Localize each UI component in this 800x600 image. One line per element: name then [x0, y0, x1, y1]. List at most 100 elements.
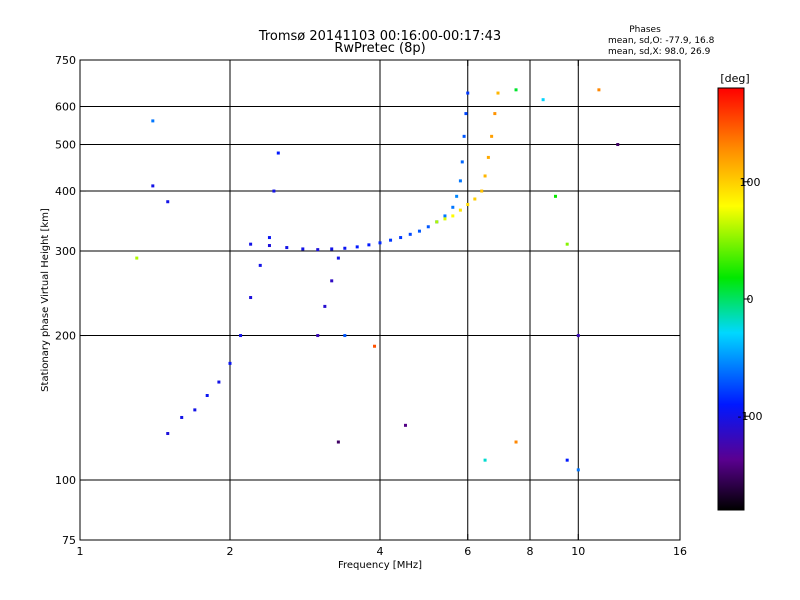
x-tick-label: 16 [673, 545, 687, 558]
data-point [217, 380, 221, 384]
data-point [462, 134, 466, 138]
data-point [464, 112, 468, 116]
data-point [373, 344, 377, 348]
data-point [514, 88, 518, 92]
data-point [597, 88, 601, 92]
data-point [451, 214, 455, 218]
colorbar-tick-label: 100 [740, 176, 761, 189]
colorbar-tick-label: -100 [738, 410, 763, 423]
data-point [166, 200, 170, 204]
data-point [576, 468, 580, 472]
data-point [166, 432, 170, 436]
stats-line-o: mean, sd,O: -77.9, 16.8 [608, 36, 715, 46]
data-point [576, 334, 580, 338]
data-point [553, 194, 557, 198]
y-tick-label: 300 [55, 245, 76, 258]
x-tick-label: 4 [377, 545, 384, 558]
data-point [336, 256, 340, 260]
data-point [258, 263, 262, 267]
colorbar-ticks: 100 0 -100 [738, 176, 763, 423]
data-point [408, 232, 412, 236]
data-point [399, 236, 403, 240]
data-point [455, 194, 459, 198]
data-point [135, 256, 139, 260]
colorbar [717, 87, 745, 511]
data-point [451, 205, 455, 209]
data-point [426, 225, 430, 229]
data-point [355, 245, 359, 249]
y-axis-label: Stationary phase Virtual Height [km] [40, 208, 51, 392]
data-point [490, 134, 494, 138]
data-point [389, 238, 393, 242]
chart-title: Tromsø 20141103 00:16:00-00:17:43 [258, 29, 501, 44]
data-point [483, 174, 487, 178]
data-point [417, 229, 421, 233]
grid [80, 60, 680, 540]
y-tick-label: 750 [55, 54, 76, 67]
y-tick-label: 600 [55, 101, 76, 114]
data-point [316, 334, 320, 338]
data-point [239, 334, 243, 338]
x-tick-label: 1 [77, 545, 84, 558]
y-tick-label: 500 [55, 139, 76, 152]
data-point [378, 241, 382, 245]
data-point [272, 189, 276, 193]
data-point [496, 91, 500, 95]
data-point [466, 202, 470, 206]
y-tick-label: 200 [55, 330, 76, 343]
data-point [151, 119, 155, 123]
data-point [565, 242, 569, 246]
data-point [205, 394, 209, 398]
x-tick-label: 8 [527, 545, 534, 558]
data-point [473, 197, 477, 201]
data-point [316, 248, 320, 252]
data-point [301, 247, 305, 251]
y-tick-label: 400 [55, 185, 76, 198]
data-point [403, 423, 407, 427]
data-point [343, 334, 347, 338]
data-point [616, 143, 620, 147]
data-point [249, 242, 253, 246]
data-point [193, 408, 197, 412]
colorbar-label: [deg] [720, 72, 749, 85]
data-point [493, 112, 497, 116]
data-point [330, 247, 334, 251]
data-point [367, 243, 371, 247]
data-point [460, 160, 464, 164]
data-point [458, 208, 462, 212]
scatter-points [135, 88, 620, 472]
y-tick-label: 75 [62, 534, 76, 547]
data-point [565, 458, 569, 462]
data-point [458, 179, 462, 183]
data-point [435, 220, 439, 224]
stats-heading: Phases [629, 25, 661, 35]
data-point [330, 279, 334, 283]
chart-subtitle: RwPretec (8p) [334, 41, 425, 56]
data-point [323, 304, 327, 308]
data-point [249, 296, 253, 300]
x-tick-label: 6 [464, 545, 471, 558]
data-point [483, 458, 487, 462]
x-tick-label: 2 [227, 545, 234, 558]
data-point [336, 440, 340, 444]
data-point [285, 246, 289, 250]
data-point [486, 155, 490, 159]
data-point [480, 189, 484, 193]
colorbar-tick-label: 0 [747, 293, 754, 306]
data-point [443, 217, 447, 221]
x-tick-label: 10 [571, 545, 585, 558]
data-point [267, 236, 271, 240]
data-point [267, 244, 271, 248]
data-point [443, 214, 447, 218]
data-point [151, 184, 155, 188]
data-point [180, 415, 184, 419]
data-point [228, 361, 232, 365]
data-point [541, 98, 545, 102]
data-point [276, 151, 280, 155]
axes: 1 2 4 6 8 10 16 75 100 200 300 400 500 600 750 [55, 54, 687, 558]
stats-line-x: mean, sd,X: 98.0, 26.9 [608, 47, 711, 57]
x-axis-label: Frequency [MHz] [338, 560, 422, 571]
data-point [514, 440, 518, 444]
data-point [466, 91, 470, 95]
